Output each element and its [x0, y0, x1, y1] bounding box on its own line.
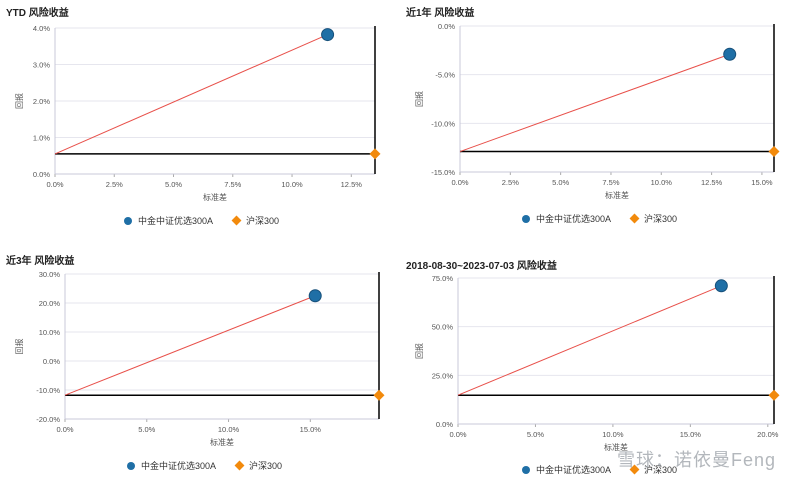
fund-legend-label[interactable]: 中金中证优选300A: [141, 461, 217, 471]
y-axis-label: 回报: [14, 93, 24, 109]
y-tick-label: 75.0%: [432, 274, 454, 283]
x-tick-label: 20.0%: [757, 430, 779, 439]
chart-svg: -15.0% -10.0% -5.0% 0.0% 0.0% 2.5% 5.0% 7.5% 10.…: [414, 22, 780, 200]
y-tick-label: 20.0%: [39, 299, 61, 308]
benchmark-legend-label[interactable]: 沪深300: [249, 461, 283, 471]
benchmark-legend-label[interactable]: 沪深300: [644, 214, 678, 224]
y-tick-label: 0.0%: [438, 22, 455, 31]
x-tick-label: 10.0%: [218, 425, 240, 434]
y-tick-label: 1.0%: [33, 134, 50, 143]
fund-point: [723, 47, 737, 61]
chart-panel-1y: 近1年 风险收益 -15.0% -10.0% -5.0% 0.0% 0.0% 2.5% 5.…: [400, 0, 800, 242]
benchmark-legend-marker: [234, 460, 245, 471]
y-tick-label: 0.0%: [43, 357, 60, 366]
x-axis-label: 标准差: [203, 192, 227, 202]
x-tick-label: 0.0%: [451, 178, 468, 187]
fund-point: [321, 28, 335, 42]
x-axis-label: 标准差: [605, 190, 629, 200]
x-tick-label: 10.0%: [281, 180, 303, 189]
y-axis-label: 回报: [414, 91, 424, 107]
benchmark-legend-label[interactable]: 沪深300: [246, 216, 280, 226]
fund-legend-marker: [522, 465, 530, 474]
benchmark-legend-marker: [231, 215, 242, 226]
fund-legend-label[interactable]: 中金中证优选300A: [138, 216, 214, 226]
x-axis-label: 标准差: [210, 437, 234, 447]
y-tick-label: -15.0%: [431, 168, 455, 177]
y-tick-label: -5.0%: [435, 71, 455, 80]
x-tick-label: 5.0%: [527, 430, 544, 439]
y-tick-label: -20.0%: [36, 415, 60, 424]
y-tick-label: 50.0%: [432, 323, 454, 332]
x-tick-label: 5.0%: [552, 178, 569, 187]
legend: 中金中证优选300A 沪深300: [522, 463, 677, 476]
y-axis-label: 回报: [414, 343, 424, 359]
chart-title: 近3年 风险收益: [6, 256, 75, 267]
fund-legend-marker: [127, 461, 135, 470]
fund-line: [54, 34, 328, 155]
x-tick-label: 5.0%: [138, 425, 155, 434]
fund-point: [714, 279, 728, 293]
x-tick-label: 12.5%: [341, 180, 363, 189]
y-tick-label: -10.0%: [431, 119, 455, 128]
x-tick-label: 0.0%: [449, 430, 466, 439]
benchmark-point: [768, 389, 780, 401]
fund-legend-label[interactable]: 中金中证优选300A: [536, 214, 612, 224]
x-tick-label: 0.0%: [56, 425, 73, 434]
legend: 中金中证优选300A 沪深300: [127, 459, 282, 472]
chart-panel-since-inception: 2018-08-30~2023-07-03 风险收益 0.0% 25.0% 50.0…: [400, 253, 800, 495]
benchmark-point: [768, 146, 780, 158]
y-axis-label: 回报: [14, 339, 24, 355]
fund-point: [308, 289, 322, 303]
chart-svg: 0.0% 1.0% 2.0% 3.0% 4.0% 0.0% 2.5% 5.0% 7.5% 10.0…: [14, 24, 381, 202]
x-tick-label: 7.5%: [224, 180, 241, 189]
y-tick-label: 30.0%: [39, 270, 61, 279]
chart-svg: 0.0% 25.0% 50.0% 75.0% 0.0% 5.0% 10.0% 15.0% 20.…: [414, 274, 780, 452]
x-tick-label: 10.0%: [602, 430, 624, 439]
legend: 中金中证优选300A 沪深300: [522, 212, 677, 225]
fund-line: [459, 53, 730, 153]
benchmark-legend-label[interactable]: 沪深300: [644, 465, 678, 475]
x-tick-label: 5.0%: [165, 180, 182, 189]
x-tick-label: 15.0%: [680, 430, 702, 439]
x-axis-label: 标准差: [604, 442, 628, 452]
x-tick-label: 12.5%: [701, 178, 723, 187]
chart-title: 近1年 风险收益: [406, 8, 475, 19]
y-tick-label: 2.0%: [33, 97, 50, 106]
y-tick-label: 10.0%: [39, 328, 61, 337]
fund-legend-marker: [522, 214, 530, 223]
fund-line: [457, 285, 722, 396]
fund-line: [64, 295, 316, 396]
y-tick-label: 0.0%: [436, 420, 453, 429]
y-tick-label: -10.0%: [36, 386, 60, 395]
chart-svg: -20.0% -10.0% 0.0% 10.0% 20.0% 30.0% 0.0% 5.0% 1…: [14, 270, 385, 447]
y-tick-label: 25.0%: [432, 371, 454, 380]
y-tick-label: 4.0%: [33, 24, 50, 33]
chart-panel-3y: 近3年 风险收益 -20.0% -10.0% 0.0% 10.0% 20.0% 30.0%…: [0, 248, 400, 490]
x-tick-label: 7.5%: [602, 178, 619, 187]
x-tick-label: 15.0%: [300, 425, 322, 434]
chart-title: YTD 风险收益: [6, 8, 69, 19]
chart-panel-ytd: YTD 风险收益 0.0% 1.0% 2.0% 3.0% 4.0% 0.0% 2.5% 5.0…: [0, 0, 400, 242]
x-tick-label: 15.0%: [751, 178, 773, 187]
legend: 中金中证优选300A 沪深300: [124, 214, 279, 227]
x-tick-label: 2.5%: [106, 180, 123, 189]
chart-title: 2018-08-30~2023-07-03 风险收益: [406, 261, 557, 272]
x-tick-label: 2.5%: [502, 178, 519, 187]
y-tick-label: 3.0%: [33, 61, 50, 70]
benchmark-legend-marker: [629, 213, 640, 224]
benchmark-point: [369, 148, 381, 160]
watermark: 雪球：诺依曼Feng: [616, 450, 776, 470]
y-tick-label: 0.0%: [33, 170, 50, 179]
x-tick-label: 0.0%: [46, 180, 63, 189]
fund-legend-label[interactable]: 中金中证优选300A: [536, 465, 612, 475]
x-tick-label: 10.0%: [651, 178, 673, 187]
benchmark-point: [373, 389, 385, 401]
fund-legend-marker: [124, 216, 132, 225]
